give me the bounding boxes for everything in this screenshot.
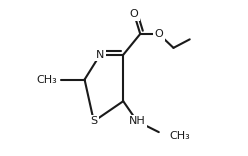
Text: NH: NH (129, 116, 146, 126)
Text: CH₃: CH₃ (170, 131, 190, 141)
Text: O: O (155, 29, 163, 39)
Text: CH₃: CH₃ (36, 75, 57, 85)
Text: O: O (130, 9, 138, 19)
Text: S: S (90, 116, 97, 126)
Text: N: N (96, 50, 104, 60)
